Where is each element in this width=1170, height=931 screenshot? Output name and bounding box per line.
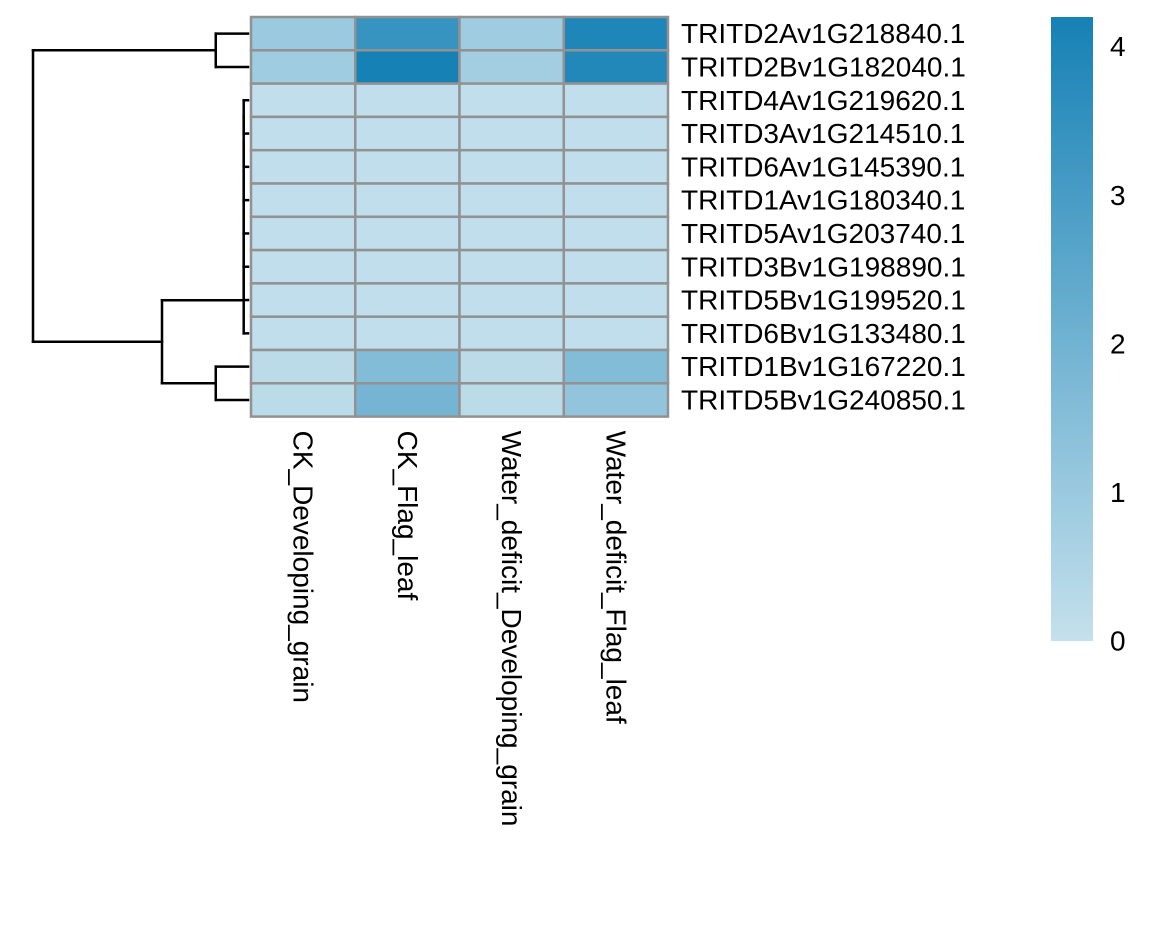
row-label: TRITD5Bv1G240850.1 xyxy=(681,384,966,415)
heatmap-cell xyxy=(354,148,461,185)
heatmap-cell xyxy=(249,148,357,185)
row-label: TRITD6Av1G145390.1 xyxy=(681,151,965,182)
heatmap-cell xyxy=(354,115,461,152)
color-scale-tick-label: 0 xyxy=(1110,626,1126,657)
heatmap-cell xyxy=(562,15,670,52)
color-legend: 0 1 2 3 4 xyxy=(1051,17,1126,657)
color-scale-tick-label: 3 xyxy=(1110,180,1126,211)
row-label: TRITD2Av1G218840.1 xyxy=(681,18,965,49)
heatmap-cell xyxy=(562,382,670,418)
column-label: Water_deficit_Flag_leaf xyxy=(600,431,631,724)
heatmap-cell xyxy=(354,15,461,52)
heatmap-cells xyxy=(249,15,670,418)
heatmap-cell xyxy=(562,248,670,285)
column-labels: CK_Developing_grain CK_Flag_leaf Water_def… xyxy=(288,431,632,827)
heatmap-cell xyxy=(458,82,565,119)
heatmap-cell xyxy=(458,382,565,418)
row-label: TRITD5Bv1G199520.1 xyxy=(681,285,966,316)
heatmap-cell xyxy=(458,182,565,219)
heatmap-cell xyxy=(458,15,565,52)
heatmap-cell xyxy=(458,348,565,385)
heatmap-cell xyxy=(249,215,357,252)
row-label: TRITD1Av1G180340.1 xyxy=(681,185,965,216)
color-scale-tick-label: 1 xyxy=(1110,477,1126,508)
heatmap-cell xyxy=(249,382,357,418)
heatmap-cell xyxy=(458,49,565,85)
row-label: TRITD1Bv1G167220.1 xyxy=(681,351,966,382)
heatmap-cell xyxy=(562,282,670,318)
heatmap-cell xyxy=(458,315,565,352)
color-scale-tick-label: 4 xyxy=(1110,31,1126,62)
heatmap-cell xyxy=(354,215,461,252)
heatmap-cell xyxy=(354,248,461,285)
heatmap-cell xyxy=(562,348,670,385)
heatmap-cell xyxy=(249,315,357,352)
heatmap-cell xyxy=(249,182,357,219)
color-scale-bar xyxy=(1051,17,1093,641)
row-label: TRITD4Av1G219620.1 xyxy=(681,85,965,116)
row-label: TRITD2Bv1G182040.1 xyxy=(681,51,966,82)
row-label: TRITD6Bv1G133480.1 xyxy=(681,318,966,349)
heatmap-cell xyxy=(562,148,670,185)
color-scale-ticks: 0 1 2 3 4 xyxy=(1110,31,1126,656)
heatmap-cell xyxy=(562,49,670,85)
heatmap-cell xyxy=(354,49,461,85)
column-label: CK_Developing_grain xyxy=(288,431,319,703)
row-label: TRITD5Av1G203740.1 xyxy=(681,218,965,249)
column-label: CK_Flag_leaf xyxy=(392,431,423,601)
heatmap-cell xyxy=(249,115,357,152)
heatmap-cell xyxy=(562,182,670,219)
heatmap-cell xyxy=(354,348,461,385)
heatmap-cell xyxy=(458,248,565,285)
heatmap-cell xyxy=(249,82,357,119)
heatmap-cell xyxy=(562,115,670,152)
color-scale-tick-label: 2 xyxy=(1110,328,1126,359)
heatmap-cell xyxy=(354,315,461,352)
heatmap-cell xyxy=(458,115,565,152)
heatmap-cell xyxy=(354,382,461,418)
heatmap-cell xyxy=(354,182,461,219)
heatmap-cell xyxy=(354,82,461,119)
heatmap-cell xyxy=(458,215,565,252)
heatmap-cell xyxy=(249,248,357,285)
heatmap-cell xyxy=(249,348,357,385)
row-dendrogram xyxy=(31,32,250,402)
heatmap-cell xyxy=(458,282,565,318)
heatmap-cell xyxy=(249,282,357,318)
heatmap-cell xyxy=(562,315,670,352)
heatmap-cell xyxy=(249,15,357,52)
heatmap-cell xyxy=(562,215,670,252)
heatmap-cell xyxy=(562,82,670,119)
heatmap-cell xyxy=(458,148,565,185)
column-label: Water_deficit_Developing_grain xyxy=(496,431,527,827)
row-label: TRITD3Av1G214510.1 xyxy=(681,118,965,149)
row-labels: TRITD2Av1G218840.1TRITD2Bv1G182040.1TRIT… xyxy=(681,18,966,415)
row-label: TRITD3Bv1G198890.1 xyxy=(681,251,966,282)
heatmap-cell xyxy=(354,282,461,318)
heatmap-cell xyxy=(249,49,357,85)
